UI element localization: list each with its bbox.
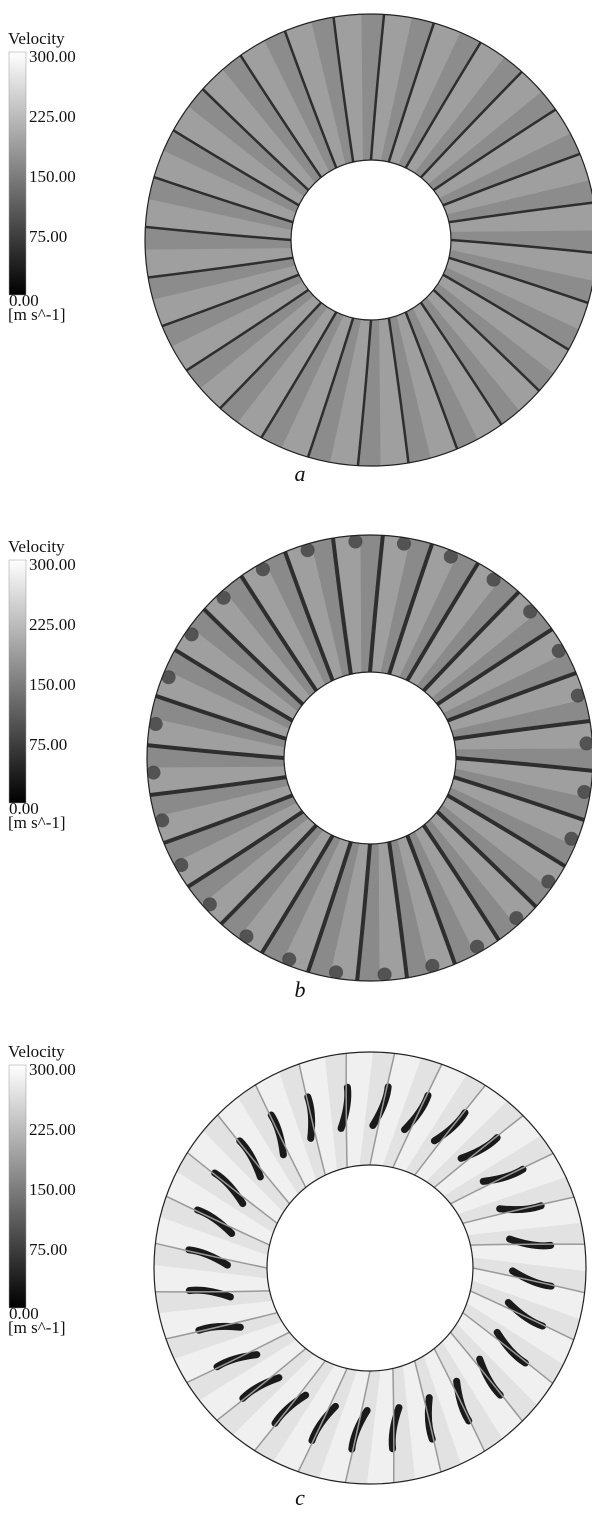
legend-tick-label: 225.00 (29, 615, 76, 634)
inner-wall (291, 160, 451, 320)
panel: Velocity300.00225.00150.0075.000.00[m s^… (8, 3, 592, 486)
legend-tick-label: 225.00 (29, 1120, 76, 1139)
panel-caption: a (295, 461, 306, 486)
legend-tick-label: 300.00 (29, 1060, 76, 1079)
tip-vortex (256, 562, 270, 576)
tip-vortex (146, 766, 160, 780)
color-bar (9, 560, 26, 803)
tip-vortex (203, 897, 217, 911)
inner-wall (284, 672, 456, 844)
tip-vortex (217, 591, 231, 605)
tip-vortex (541, 875, 555, 889)
panel-caption: c (295, 1485, 305, 1510)
tip-vortex (378, 968, 392, 982)
blade-line (470, 1244, 592, 1245)
tip-vortex (174, 858, 188, 872)
legend-title: Velocity (8, 29, 65, 48)
legend-tick-label: 150.00 (29, 675, 76, 694)
blade-line (346, 1042, 347, 1167)
legend-tick-label: 75.00 (29, 227, 67, 246)
legend-title: Velocity (8, 1042, 65, 1061)
blade-line (144, 1291, 269, 1292)
legend-unit: [m s^-1] (8, 813, 66, 832)
tip-vortex (487, 573, 501, 587)
tip-vortex (509, 911, 523, 925)
legend-tick-label: 150.00 (29, 1180, 76, 1199)
tip-vortex (470, 940, 484, 954)
tip-vortex (523, 605, 537, 619)
inner-wall (267, 1165, 473, 1371)
legend-tick-label: 300.00 (29, 47, 76, 66)
legend-tick-label: 150.00 (29, 167, 76, 186)
legend-tick-label: 225.00 (29, 107, 76, 126)
panel-caption: b (295, 977, 306, 1002)
legend-tick-label: 75.00 (29, 1240, 67, 1259)
color-bar (9, 52, 26, 295)
tip-vortex (348, 534, 362, 548)
legend-unit: [m s^-1] (8, 1318, 66, 1337)
color-bar (9, 1065, 26, 1308)
legend-tick-label: 75.00 (29, 735, 67, 754)
tip-vortex (185, 627, 199, 641)
tip-vortex (239, 929, 253, 943)
legend-unit: [m s^-1] (8, 305, 66, 324)
tip-vortex (552, 644, 566, 658)
blade-line (393, 1368, 394, 1493)
figure: Velocity300.00225.00150.0075.000.00[m s^… (0, 0, 592, 1515)
legend-title: Velocity (8, 537, 65, 556)
legend-tick-label: 300.00 (29, 555, 76, 574)
